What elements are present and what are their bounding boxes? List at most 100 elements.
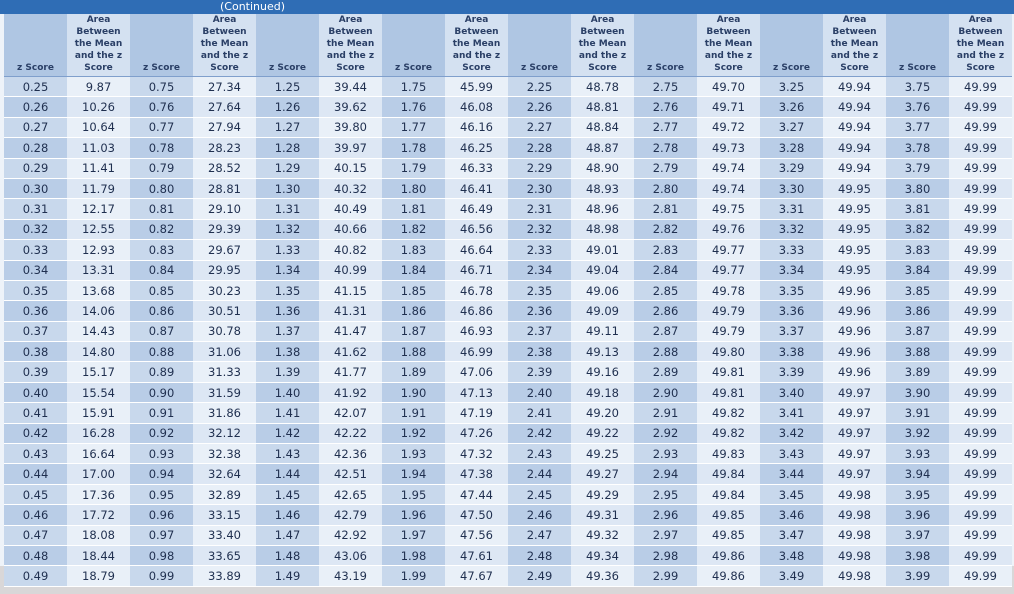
area-cell: 49.99 (949, 96, 1012, 118)
z-cell: 2.34 (508, 260, 571, 281)
area-cell: 39.80 (319, 117, 382, 139)
area-cell: 47.13 (445, 382, 508, 404)
area-cell: 31.33 (193, 361, 256, 383)
header-row: z Score Area Between the Mean and the z S… (4, 14, 1012, 77)
z-cell: 2.48 (508, 545, 571, 567)
z-cell: 3.38 (760, 341, 823, 363)
area-cell: 28.52 (193, 158, 256, 179)
z-cell: 1.79 (382, 158, 445, 179)
area-cell: 49.72 (697, 117, 760, 139)
z-cell: 1.43 (256, 443, 319, 465)
area-cell: 32.64 (193, 463, 256, 485)
area-cell: 30.51 (193, 300, 256, 322)
table-row: 0.27 10.64 0.77 27.94 1.27 39.80 1.77 46.16 2.27… (4, 117, 1012, 139)
area-cell: 49.83 (697, 443, 760, 465)
z-cell: 2.91 (634, 402, 697, 424)
z-cell: 1.40 (256, 382, 319, 404)
z-cell: 0.33 (4, 239, 67, 261)
z-cell: 1.38 (256, 341, 319, 363)
z-cell: 0.81 (130, 198, 193, 220)
z-cell: 0.48 (4, 545, 67, 567)
area-cell: 49.82 (697, 423, 760, 445)
z-cell: 1.26 (256, 96, 319, 118)
z-cell: 1.87 (382, 321, 445, 343)
area-cell: 12.17 (67, 198, 130, 220)
table-row: 0.37 14.43 0.87 30.78 1.37 41.47 1.87 46.93 2.37… (4, 321, 1012, 343)
z-cell: 0.89 (130, 361, 193, 383)
z-cell: 2.29 (508, 158, 571, 179)
z-cell: 1.99 (382, 565, 445, 587)
area-cell: 49.99 (949, 504, 1012, 526)
z-cell: 2.78 (634, 137, 697, 159)
area-cell: 18.08 (67, 525, 130, 546)
z-cell: 2.26 (508, 96, 571, 118)
area-cell: 32.12 (193, 423, 256, 445)
area-cell: 9.87 (67, 76, 130, 98)
area-cell: 49.29 (571, 484, 634, 506)
z-cell: 0.46 (4, 504, 67, 526)
area-cell: 48.87 (571, 137, 634, 159)
area-cell: 49.94 (823, 96, 886, 118)
z-cell: 2.82 (634, 219, 697, 241)
area-cell: 49.82 (697, 402, 760, 424)
z-cell: 1.46 (256, 504, 319, 526)
area-cell: 45.99 (445, 76, 508, 98)
area-cell: 17.36 (67, 484, 130, 506)
area-cell: 49.77 (697, 260, 760, 281)
area-cell: 39.97 (319, 137, 382, 159)
z-cell: 0.87 (130, 321, 193, 343)
area-cell: 49.04 (571, 260, 634, 281)
z-cell: 0.95 (130, 484, 193, 506)
area-cell: 49.95 (823, 219, 886, 241)
area-cell: 10.26 (67, 96, 130, 118)
z-cell: 1.83 (382, 239, 445, 261)
area-cell: 49.86 (697, 565, 760, 587)
z-cell: 0.79 (130, 158, 193, 179)
z-cell: 1.77 (382, 117, 445, 139)
z-cell: 0.31 (4, 198, 67, 220)
area-cell: 49.84 (697, 463, 760, 485)
z-cell: 0.32 (4, 219, 67, 241)
column-header: z Score (886, 14, 949, 77)
area-cell: 49.97 (823, 382, 886, 404)
table-row: 0.36 14.06 0.86 30.51 1.36 41.31 1.86 46.86 2.36… (4, 300, 1012, 322)
column-header: Area Between the Mean and the z Score (67, 14, 130, 77)
z-cell: 3.76 (886, 96, 949, 118)
area-cell: 49.06 (571, 280, 634, 302)
z-cell: 2.33 (508, 239, 571, 261)
z-cell: 2.42 (508, 423, 571, 445)
z-cell: 2.35 (508, 280, 571, 302)
z-cell: 2.77 (634, 117, 697, 139)
area-cell: 49.99 (949, 402, 1012, 424)
z-cell: 1.34 (256, 260, 319, 281)
z-cell: 1.85 (382, 280, 445, 302)
area-cell: 18.79 (67, 565, 130, 587)
area-cell: 33.15 (193, 504, 256, 526)
z-cell: 3.86 (886, 300, 949, 322)
area-cell: 49.94 (823, 117, 886, 139)
z-cell: 0.92 (130, 423, 193, 445)
area-cell: 31.86 (193, 402, 256, 424)
z-cell: 2.94 (634, 463, 697, 485)
z-cell: 2.81 (634, 198, 697, 220)
z-cell: 3.88 (886, 341, 949, 363)
area-cell: 32.38 (193, 443, 256, 465)
column-header: Area Between the Mean and the z Score (319, 14, 382, 77)
area-cell: 47.67 (445, 565, 508, 587)
z-cell: 0.94 (130, 463, 193, 485)
area-cell: 49.95 (823, 260, 886, 281)
area-cell: 49.36 (571, 565, 634, 587)
table-body: 0.25 9.87 0.75 27.34 1.25 39.44 1.75 45.99 2.25 4… (4, 76, 1012, 587)
z-cell: 2.95 (634, 484, 697, 506)
z-cell: 1.36 (256, 300, 319, 322)
area-cell: 16.64 (67, 443, 130, 465)
area-cell: 11.79 (67, 178, 130, 200)
area-cell: 47.50 (445, 504, 508, 526)
z-cell: 1.95 (382, 484, 445, 506)
area-cell: 49.95 (823, 239, 886, 261)
area-cell: 14.80 (67, 341, 130, 363)
z-cell: 0.43 (4, 443, 67, 465)
area-cell: 47.19 (445, 402, 508, 424)
area-cell: 49.99 (949, 76, 1012, 98)
